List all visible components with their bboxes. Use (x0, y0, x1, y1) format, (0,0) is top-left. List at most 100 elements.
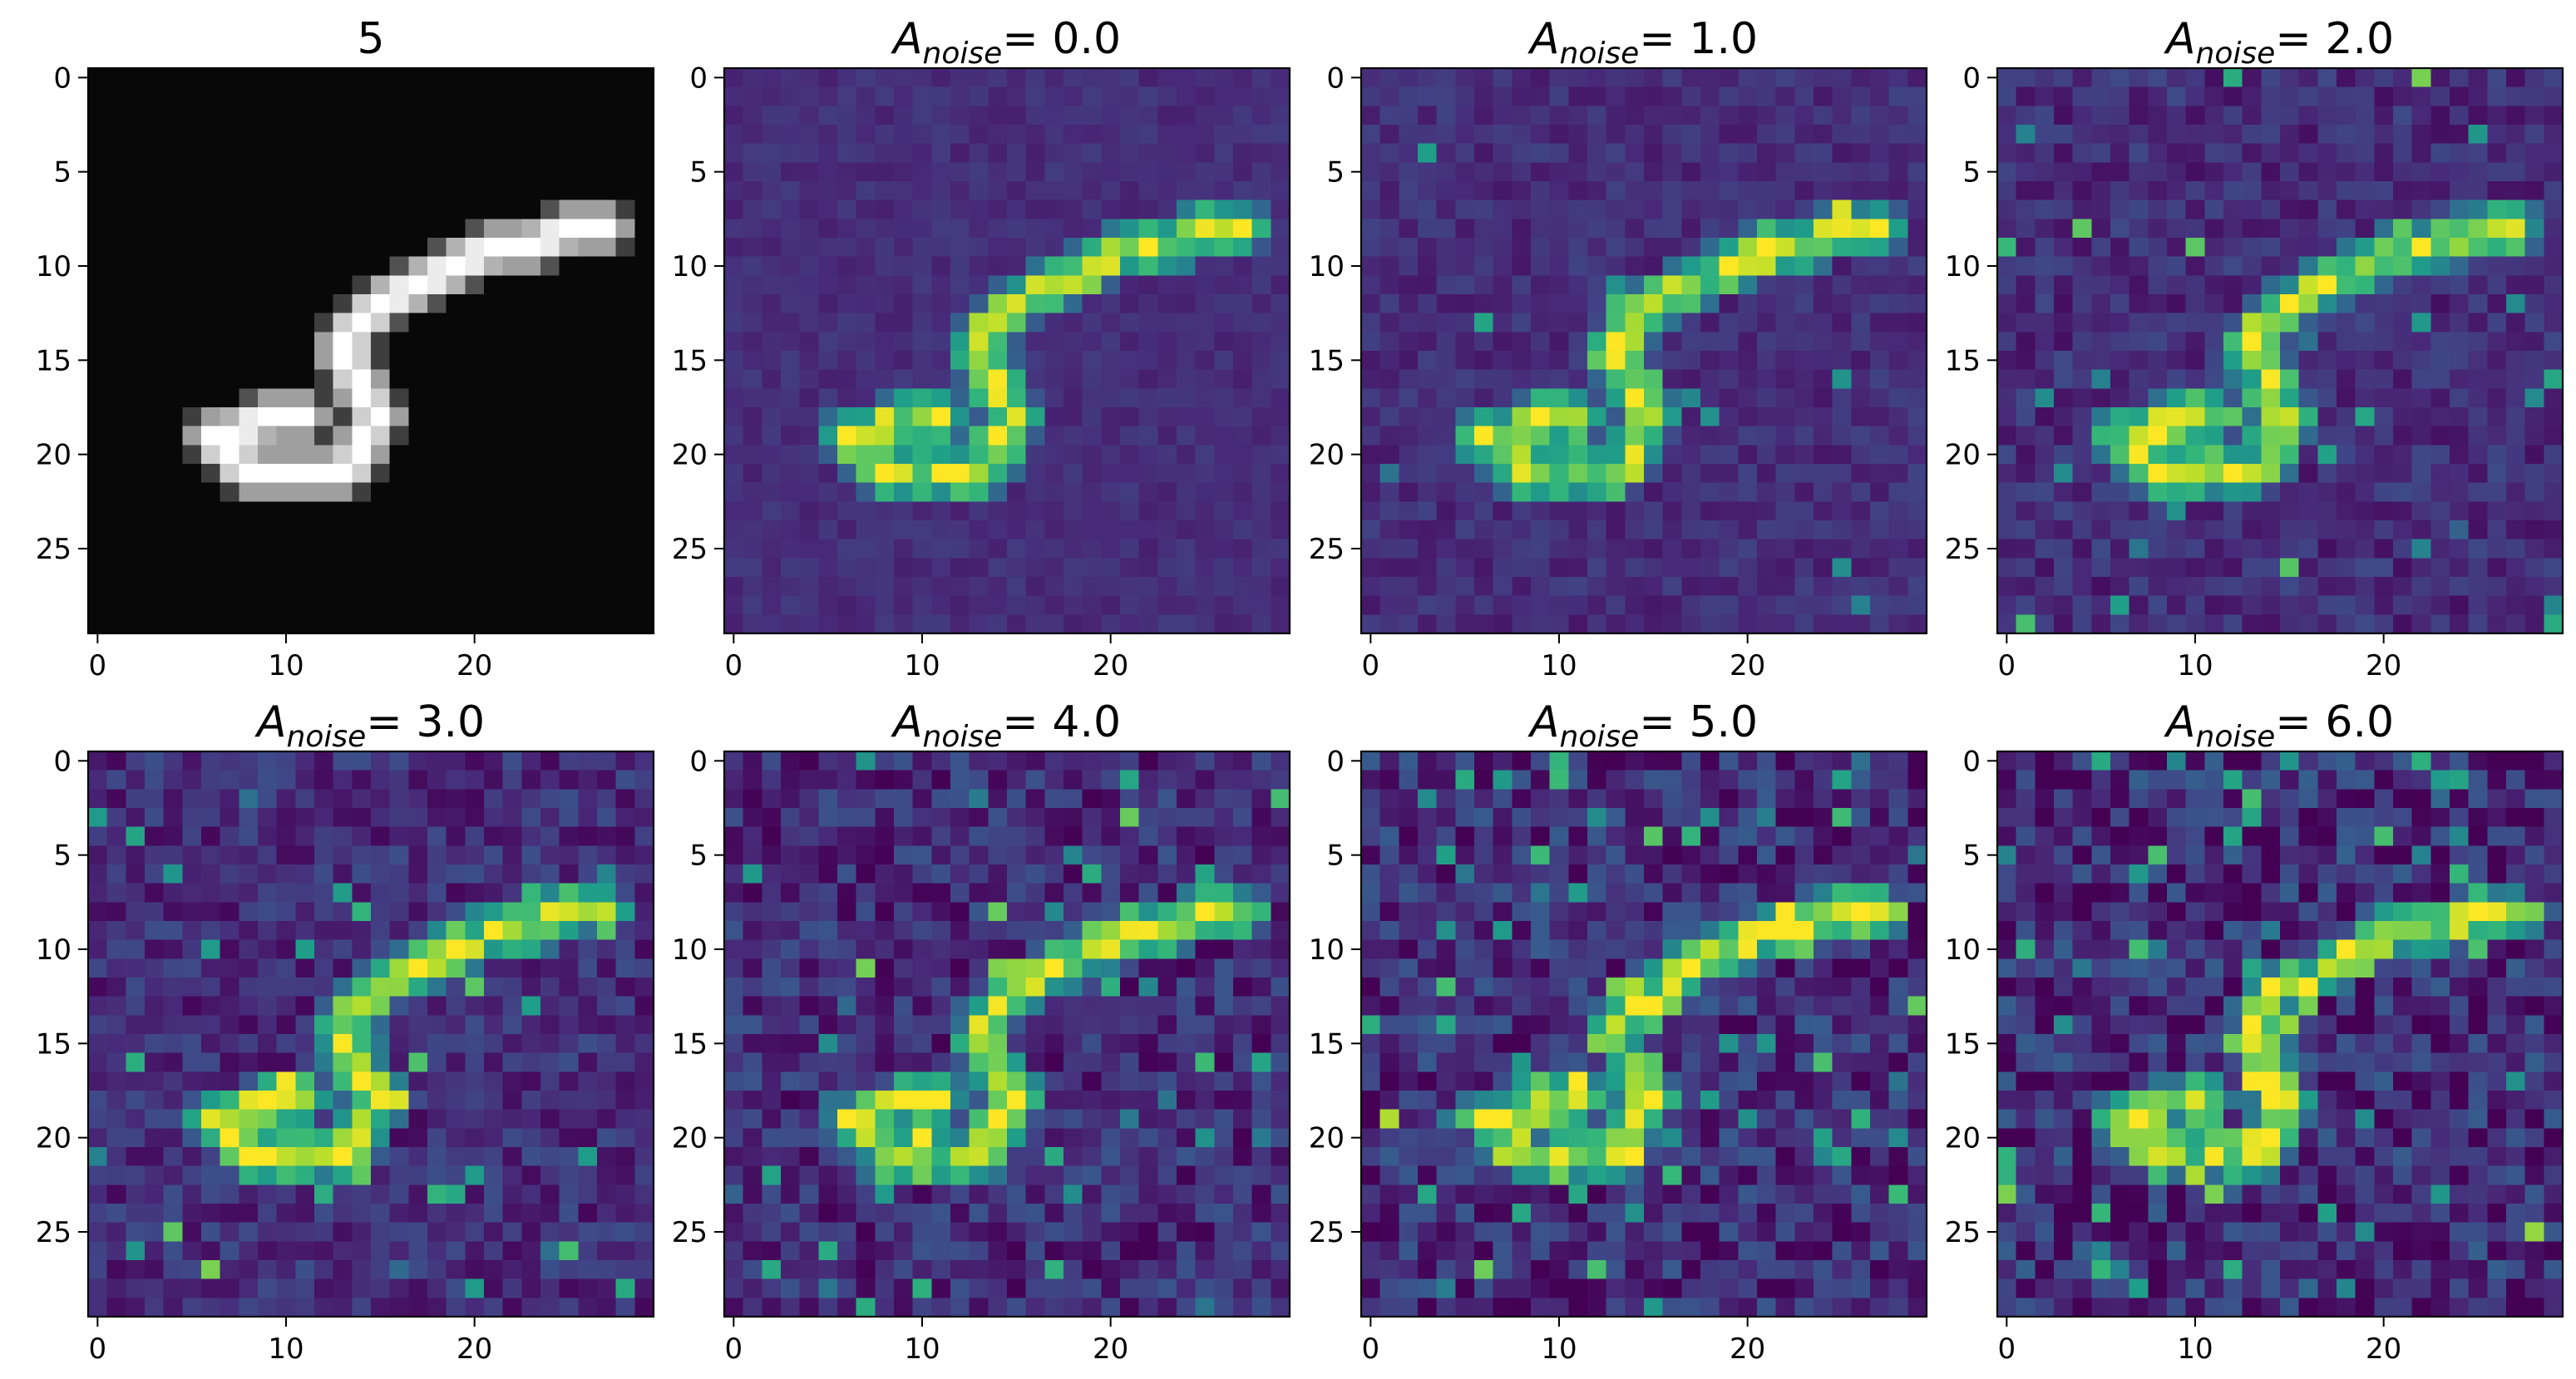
heatmap-cell (2261, 143, 2281, 163)
heatmap-cell (1138, 482, 1158, 502)
heatmap-cell (2337, 86, 2356, 106)
heatmap-cell (2450, 464, 2470, 484)
heatmap-cell (2110, 369, 2130, 389)
heatmap-cell (276, 577, 296, 597)
heatmap-cell (2524, 501, 2544, 521)
heatmap-cell (1025, 181, 1045, 201)
heatmap-cell (408, 162, 428, 182)
heatmap-cell (1719, 539, 1739, 559)
heatmap-cell (352, 464, 372, 484)
heatmap-cell (894, 826, 914, 846)
heatmap-cell (2129, 162, 2149, 182)
heatmap-cell (1361, 106, 1381, 126)
heatmap-cell (484, 351, 504, 371)
heatmap-cell (781, 68, 801, 88)
heatmap-cell (894, 520, 914, 540)
heatmap-cell (1214, 751, 1234, 771)
heatmap-cell (1101, 958, 1121, 978)
heatmap-cell (126, 958, 146, 978)
heatmap-cell (389, 482, 409, 502)
heatmap-cell (969, 789, 989, 809)
heatmap-cell (1101, 445, 1121, 465)
heatmap-cell (950, 125, 970, 145)
heatmap-cell (1120, 958, 1140, 978)
heatmap-cell (799, 407, 819, 427)
heatmap-cell (2506, 106, 2526, 126)
heatmap-cell (2411, 313, 2431, 332)
heatmap-cell (724, 445, 744, 465)
heatmap-cell (1997, 426, 2017, 446)
heatmap-cell (634, 1222, 654, 1242)
heatmap-cell (634, 1241, 654, 1261)
heatmap-cell (597, 294, 617, 314)
heatmap-cell (2524, 445, 2544, 465)
heatmap-cell (1832, 407, 1852, 427)
heatmap-cell (931, 921, 951, 941)
heatmap-cell (2204, 558, 2224, 578)
heatmap-cell (743, 407, 762, 427)
heatmap-cell (1063, 332, 1083, 352)
heatmap-cell (597, 864, 617, 884)
heatmap-cell (502, 501, 522, 521)
heatmap-cell (837, 238, 857, 258)
heatmap-cell (408, 1015, 428, 1035)
heatmap-cell (88, 1278, 108, 1298)
heatmap-cell (333, 407, 353, 427)
heatmap-cell (818, 770, 838, 790)
heatmap-cell (239, 1034, 259, 1054)
heatmap-cell (1271, 68, 1290, 88)
heatmap-cell (2450, 238, 2470, 258)
heatmap-cell (1606, 106, 1626, 126)
heatmap-cell (1757, 162, 1777, 182)
heatmap-cell (239, 958, 259, 978)
heatmap-cell (371, 1071, 391, 1091)
heatmap-cell (1870, 577, 1890, 597)
heatmap-cell (465, 939, 485, 959)
heatmap-cell (1474, 68, 1494, 88)
heatmap-cell (2411, 520, 2431, 540)
heatmap-cell (352, 1165, 372, 1185)
heatmap-cell (856, 808, 876, 828)
heatmap-cell (1549, 275, 1569, 295)
heatmap-cell (724, 256, 744, 276)
heatmap-cell (333, 845, 353, 865)
heatmap-cell (1681, 520, 1701, 540)
heatmap-cell (1214, 426, 1234, 446)
heatmap-cell (389, 86, 409, 106)
heatmap-cell (724, 558, 744, 578)
heatmap-cell (220, 1298, 239, 1317)
heatmap-cell (2223, 351, 2243, 371)
heatmap-cell (182, 482, 202, 502)
heatmap-cell (408, 501, 428, 521)
heatmap-cell (1271, 770, 1290, 790)
heatmap-cell (1233, 902, 1253, 922)
heatmap-cell (521, 864, 541, 884)
heatmap-cell (2393, 125, 2413, 145)
heatmap-cell (314, 162, 334, 182)
heatmap-cell (182, 275, 202, 295)
heatmap-cell (1568, 86, 1588, 106)
heatmap-cell (1474, 388, 1494, 408)
heatmap-cell (239, 789, 259, 809)
heatmap-cell (106, 369, 126, 389)
heatmap-cell (988, 958, 1008, 978)
heatmap-cell (1606, 86, 1626, 106)
heatmap-cell (1738, 332, 1758, 352)
heatmap-cell (1832, 219, 1852, 239)
heatmap-cell (521, 1260, 541, 1280)
heatmap-cell (1606, 407, 1626, 427)
heatmap-cell (465, 577, 485, 597)
heatmap-cell (295, 464, 315, 484)
heatmap-cell (220, 143, 239, 163)
heatmap-cell (1063, 939, 1083, 959)
heatmap-cell (2544, 181, 2564, 201)
heatmap-cell (837, 958, 857, 978)
heatmap-cell (1101, 501, 1121, 521)
heatmap-cell (182, 826, 202, 846)
heatmap-cell (2430, 256, 2450, 276)
heatmap-cell (818, 238, 838, 258)
heatmap-cell (295, 789, 315, 809)
heatmap-cell (126, 275, 146, 295)
heatmap-cell (2450, 388, 2470, 408)
heatmap-cell (2411, 68, 2431, 88)
